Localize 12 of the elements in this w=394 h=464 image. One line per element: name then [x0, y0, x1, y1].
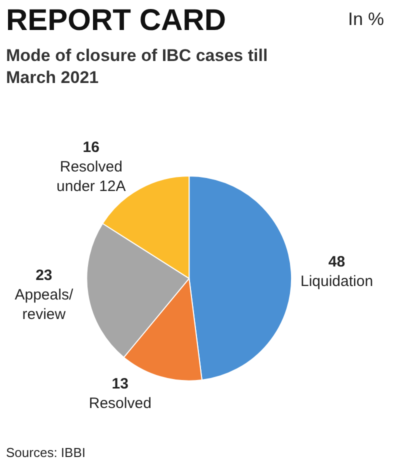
- data-label: 13: [112, 375, 128, 392]
- data-label: 48: [328, 254, 346, 271]
- data-label: 23: [36, 267, 52, 284]
- text: In %: [348, 9, 384, 29]
- slice-label: Appeals/ review: [14, 286, 74, 324]
- source-note: Sources: IBBI: [6, 445, 86, 460]
- data-label: 16: [82, 139, 100, 156]
- slice-label: Liquidation: [300, 273, 374, 290]
- slice-label: Resolved: [88, 394, 152, 412]
- chart-subtitle: Mode of closure of IBC cases till March 2021: [6, 46, 268, 88]
- chart-title: REPORT CARD: [6, 4, 226, 37]
- slice-label: Resolved under 12A: [56, 158, 126, 196]
